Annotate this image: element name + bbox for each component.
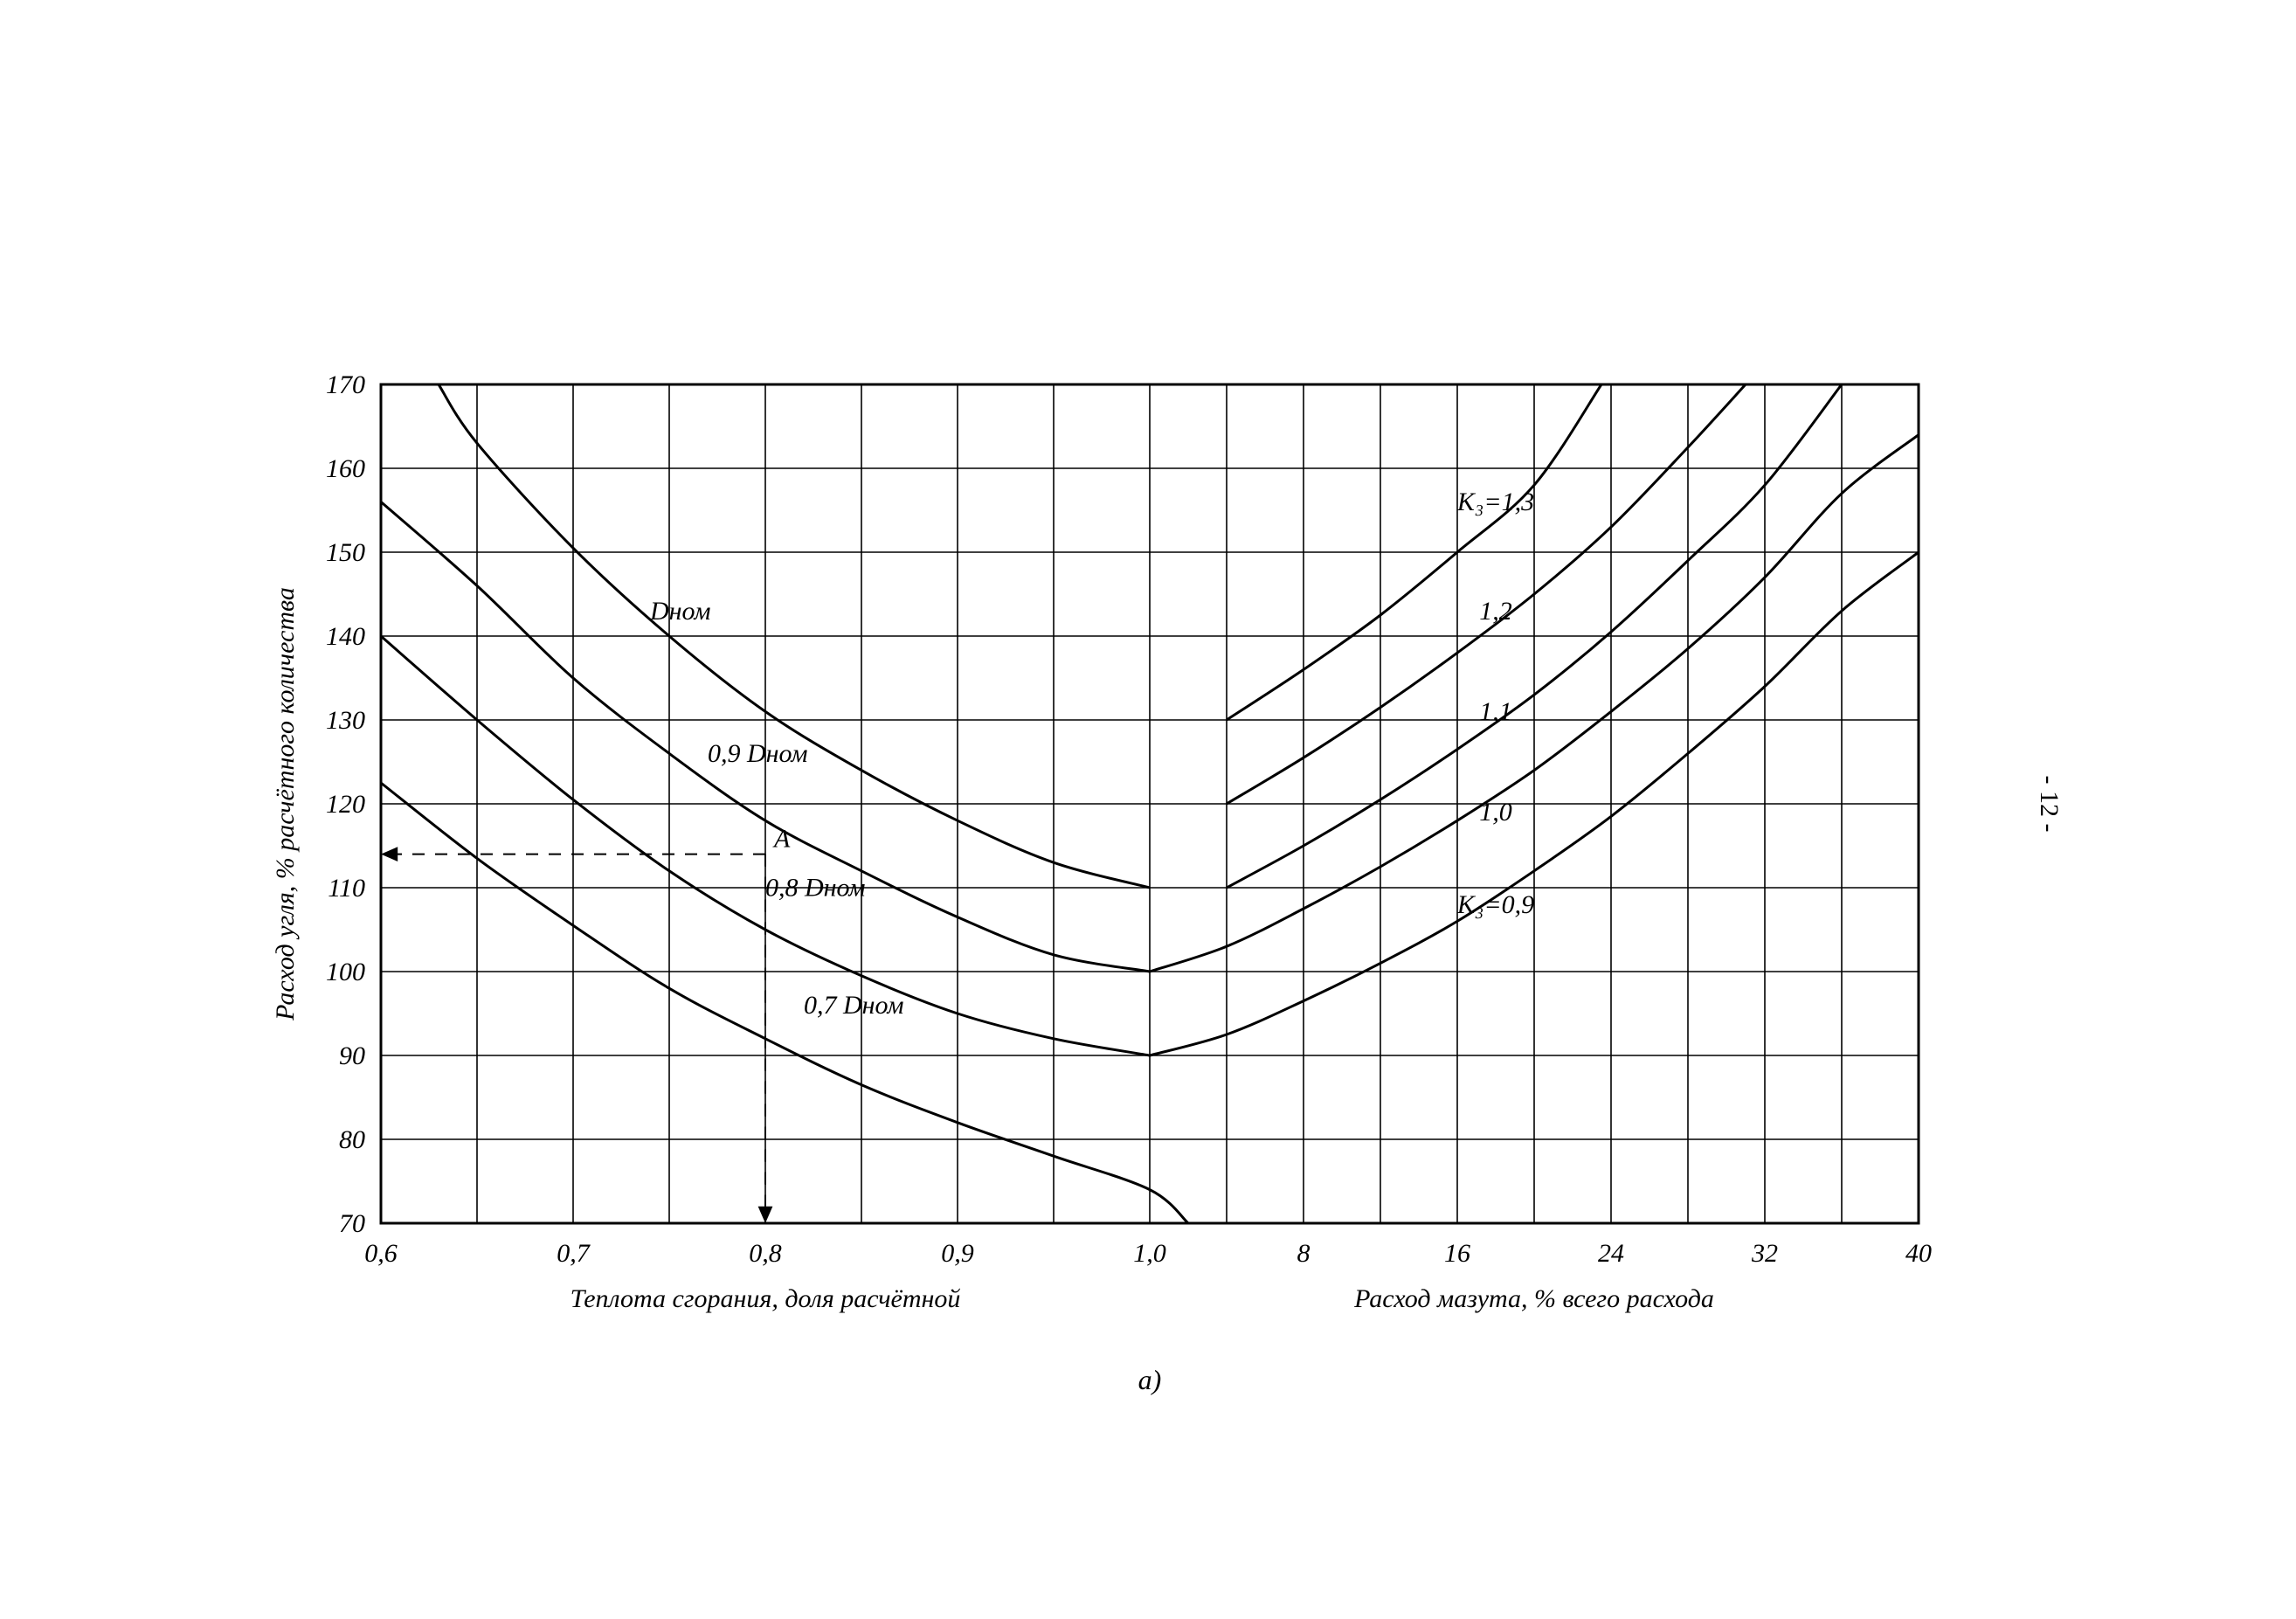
x-right-axis-label: Расход мазута, % всего расхода (1353, 1284, 1714, 1313)
ytick-label: 150 (326, 538, 365, 567)
ytick-label: 160 (326, 454, 365, 483)
xtick-right-label: 32 (1751, 1239, 1778, 1268)
curve-right-label: 1,1 (1479, 697, 1512, 726)
ytick-label: 170 (326, 370, 365, 399)
curve-left-label: 0,9 Dном (708, 739, 808, 768)
xtick-right-label: 8 (1297, 1239, 1311, 1268)
figure-tag: a) (1138, 1364, 1162, 1395)
xtick-left-label: 1,0 (1133, 1239, 1166, 1268)
curve-right-label: K₃=0,9 (1456, 890, 1534, 919)
xtick-left-label: 0,7 (557, 1239, 591, 1268)
ytick-label: 110 (328, 874, 365, 903)
ytick-label: 100 (326, 958, 365, 986)
curve-left-label: 0,7 Dном (804, 991, 904, 1020)
curve-right-label: 1,2 (1479, 597, 1512, 626)
y-axis-label: Расход угля, % расчётного количества (271, 587, 300, 1021)
ytick-label: 140 (326, 622, 365, 651)
curve-right-label: 1,0 (1479, 798, 1512, 827)
xtick-left-label: 0,9 (941, 1239, 974, 1268)
xtick-right-label: 16 (1444, 1239, 1470, 1268)
guide-point-label: A (772, 825, 791, 854)
curve-right-label: K₃=1,3 (1456, 488, 1534, 516)
xtick-right-label: 40 (1905, 1239, 1932, 1268)
x-left-axis-label: Теплота сгорания, доля расчётной (571, 1284, 961, 1313)
ytick-label: 80 (339, 1125, 365, 1154)
ytick-label: 120 (326, 790, 365, 819)
page-number: - 12 - (2035, 776, 2064, 833)
ytick-label: 90 (339, 1041, 365, 1070)
curve-left-label: Dном (649, 597, 711, 626)
xtick-left-label: 0,6 (364, 1239, 398, 1268)
chart-container: 70 80 90 100 110 120 130 140 150 160 170 0,6 0,7 0,8 0… (0, 0, 2296, 1619)
xtick-right-label: 24 (1598, 1239, 1624, 1268)
ytick-label: 130 (326, 706, 365, 735)
ytick-label: 70 (339, 1209, 365, 1238)
xtick-left-label: 0,8 (749, 1239, 782, 1268)
curve-left-label: 0,8 Dном (765, 874, 866, 903)
chart-svg: 70 80 90 100 110 120 130 140 150 160 170 0,6 0,7 0,8 0… (0, 0, 2296, 1619)
